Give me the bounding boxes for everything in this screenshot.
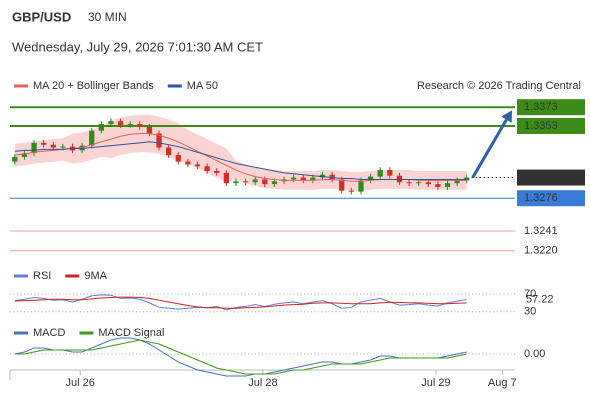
candle-body — [146, 126, 153, 134]
x-tick-label: Jul 28 — [248, 377, 277, 389]
legend-label: RSI — [33, 270, 51, 282]
candle-body — [406, 182, 412, 184]
projection-arrowhead — [501, 110, 512, 123]
interval: 30 MIN — [88, 10, 127, 24]
symbol: GBP/USD — [12, 9, 71, 24]
candle-body — [50, 144, 56, 148]
candle-body — [262, 179, 268, 185]
candle-body — [194, 164, 201, 167]
candle-body — [464, 177, 470, 181]
indicator-line — [14, 337, 467, 377]
level-box — [517, 117, 585, 134]
candle-body — [425, 182, 431, 185]
moving-average — [14, 141, 467, 180]
candle-body — [127, 124, 133, 126]
legend-label: MA 20 + Bollinger Bands — [33, 80, 154, 92]
candle-body — [271, 181, 278, 185]
y-tick-label: 0.00 — [524, 348, 545, 360]
value-label: 57.22 — [526, 294, 554, 306]
candle-body — [137, 124, 143, 127]
candle-body — [175, 155, 181, 162]
candle-body — [444, 183, 451, 187]
candle-body — [233, 181, 239, 184]
candle-body — [435, 184, 441, 187]
candle-body — [348, 190, 354, 192]
candle-body — [358, 180, 364, 192]
candle-body — [31, 142, 37, 154]
datetime: Wednesday, July 29, 2026 7:01:30 AM CET — [12, 39, 263, 54]
candle-body — [108, 121, 114, 125]
candle-body — [185, 161, 191, 165]
candle-body — [242, 181, 249, 183]
candle-body — [60, 146, 66, 148]
candle-body — [214, 170, 220, 173]
candle-body — [89, 130, 95, 146]
candle-body — [291, 177, 297, 180]
indicator-line — [14, 296, 467, 309]
source: Research © 2026 Trading Central — [417, 80, 581, 92]
level-label: 1.3353 — [524, 120, 558, 132]
candle-body — [377, 170, 383, 177]
legend-label: MA 50 — [187, 80, 218, 92]
candle-body — [204, 166, 210, 171]
candle-body — [12, 156, 18, 162]
level-box — [517, 99, 585, 116]
bollinger-band — [14, 114, 467, 191]
legend-label: 9MA — [84, 270, 107, 282]
x-tick-label: Aug 7 — [488, 377, 517, 389]
candle-body — [310, 177, 316, 181]
candle-body — [387, 170, 393, 176]
candle-body — [21, 153, 28, 157]
y-tick-label: 70 — [524, 288, 536, 300]
projection-arrow — [471, 118, 508, 179]
indicator-line — [14, 339, 467, 375]
candle-body — [367, 176, 374, 181]
candle-body — [252, 179, 258, 183]
level-label: 1.3241 — [524, 225, 558, 237]
level-box — [517, 190, 585, 207]
legend-label: MACD — [33, 327, 65, 339]
legend-label: MACD Signal — [98, 327, 164, 339]
level-label: 1.3298 — [524, 171, 558, 183]
candle-body — [454, 180, 460, 184]
candle-body — [98, 124, 104, 131]
level-label: 1.3276 — [524, 192, 558, 204]
candle-body — [416, 182, 422, 184]
x-tick-label: Jul 29 — [421, 377, 450, 389]
level-label: 1.3373 — [524, 101, 558, 113]
level-box — [517, 169, 585, 186]
candle-body — [223, 172, 229, 184]
x-tick-label: Jul 26 — [66, 377, 95, 389]
candle-body — [166, 147, 172, 156]
level-label: 1.3220 — [524, 245, 558, 257]
candle-body — [300, 177, 306, 181]
candle-body — [41, 142, 47, 145]
candle-body — [156, 133, 162, 148]
candle-body — [117, 121, 124, 126]
candle-body — [339, 179, 345, 191]
y-tick-label: 30 — [524, 306, 536, 318]
